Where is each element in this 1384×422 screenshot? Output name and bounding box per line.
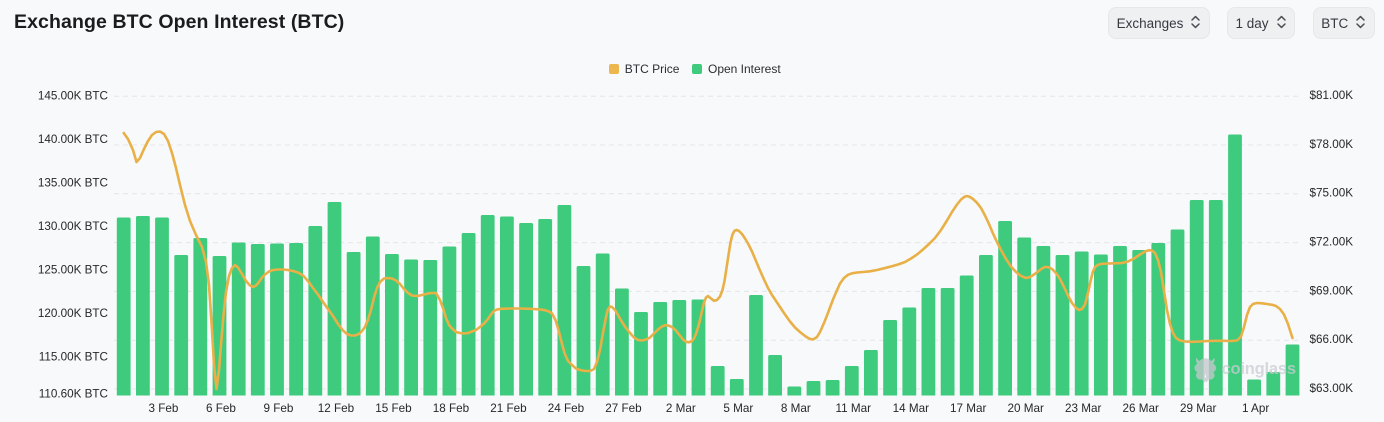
- svg-text:1 Apr: 1 Apr: [1242, 402, 1269, 415]
- svg-text:110.60K BTC: 110.60K BTC: [39, 388, 108, 401]
- svg-text:18 Feb: 18 Feb: [433, 402, 470, 415]
- svg-text:130.00K BTC: 130.00K BTC: [38, 220, 108, 233]
- svg-text:3 Feb: 3 Feb: [149, 402, 179, 415]
- svg-text:17 Mar: 17 Mar: [950, 402, 986, 415]
- svg-text:$72.00K: $72.00K: [1310, 236, 1354, 249]
- svg-text:$69.00K: $69.00K: [1310, 284, 1354, 297]
- svg-text:125.00K BTC: 125.00K BTC: [38, 263, 108, 276]
- svg-text:120.00K BTC: 120.00K BTC: [38, 307, 108, 320]
- svg-text:6 Feb: 6 Feb: [206, 402, 236, 415]
- svg-text:115.00K BTC: 115.00K BTC: [39, 350, 108, 363]
- svg-text:27 Feb: 27 Feb: [605, 402, 642, 415]
- svg-text:21 Feb: 21 Feb: [490, 402, 527, 415]
- svg-text:$63.00K: $63.00K: [1310, 382, 1354, 395]
- svg-text:26 Mar: 26 Mar: [1123, 402, 1159, 415]
- svg-text:24 Feb: 24 Feb: [548, 402, 585, 415]
- svg-text:135.00K BTC: 135.00K BTC: [38, 176, 108, 189]
- svg-text:coinglass: coinglass: [1222, 360, 1296, 378]
- svg-text:11 Mar: 11 Mar: [836, 402, 872, 415]
- svg-text:145.00K BTC: 145.00K BTC: [38, 89, 108, 102]
- svg-text:5 Mar: 5 Mar: [723, 402, 753, 415]
- svg-text:9 Feb: 9 Feb: [264, 402, 294, 415]
- svg-text:14 Mar: 14 Mar: [893, 402, 929, 415]
- svg-text:29 Mar: 29 Mar: [1180, 402, 1216, 415]
- svg-text:20 Mar: 20 Mar: [1008, 402, 1044, 415]
- svg-text:12 Feb: 12 Feb: [318, 402, 355, 415]
- svg-text:15 Feb: 15 Feb: [375, 402, 412, 415]
- svg-text:$81.00K: $81.00K: [1310, 89, 1354, 102]
- svg-text:23 Mar: 23 Mar: [1065, 402, 1101, 415]
- svg-text:140.00K BTC: 140.00K BTC: [38, 133, 108, 146]
- svg-text:2 Mar: 2 Mar: [666, 402, 696, 415]
- svg-text:8 Mar: 8 Mar: [781, 402, 811, 415]
- svg-text:$66.00K: $66.00K: [1310, 333, 1354, 346]
- svg-text:$78.00K: $78.00K: [1310, 138, 1354, 151]
- svg-text:$75.00K: $75.00K: [1310, 187, 1354, 200]
